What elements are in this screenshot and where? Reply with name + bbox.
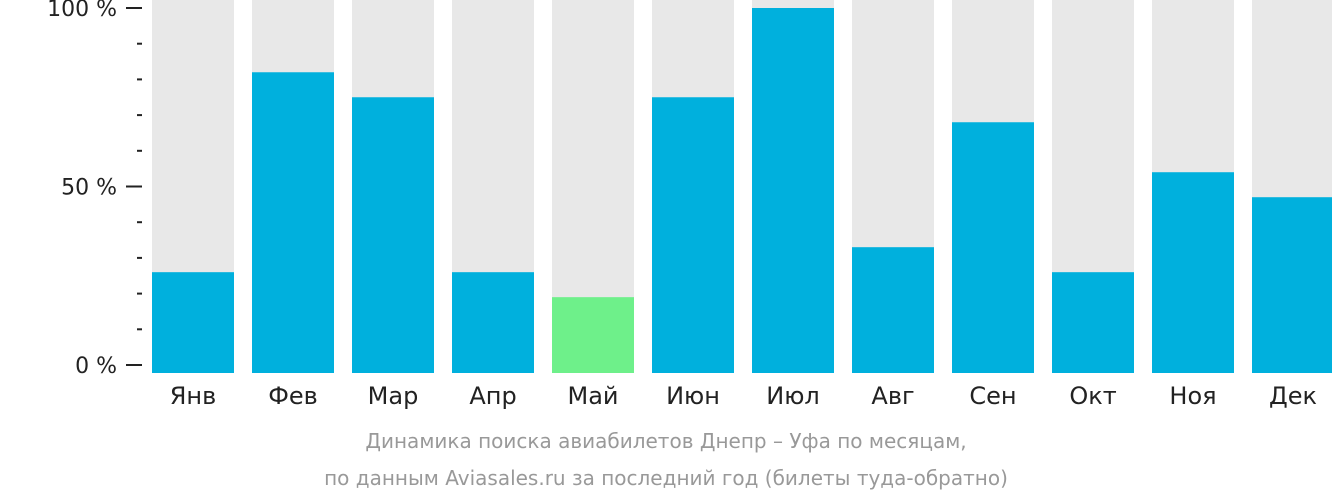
x-tick-label: Июн — [666, 382, 720, 410]
bar — [452, 272, 534, 373]
bar — [252, 72, 334, 373]
bar — [152, 272, 234, 373]
x-axis-labels: Янв Фев Мар Апр Май Июн Июл Авг Сен Окт Ноя Дек — [170, 382, 1317, 410]
x-tick-label: Янв — [170, 382, 217, 410]
x-tick-label: Ноя — [1169, 382, 1216, 410]
x-tick-label: Апр — [469, 382, 516, 410]
x-tick-label: Мар — [368, 382, 419, 410]
bar — [352, 97, 434, 373]
bar — [652, 97, 734, 373]
y-tick-label: 0 % — [75, 354, 117, 379]
bars — [152, 8, 1332, 374]
bar — [952, 122, 1034, 374]
x-tick-label: Сен — [969, 382, 1016, 410]
x-tick-label: Июл — [766, 382, 820, 410]
y-tick-label: 100 % — [47, 0, 117, 22]
bar — [1152, 172, 1234, 373]
bar — [852, 247, 934, 373]
bar — [1252, 197, 1332, 373]
bar — [552, 297, 634, 373]
x-tick-label: Фев — [268, 382, 318, 410]
chart-caption-line-1: Динамика поиска авиабилетов Днепр – Уфа … — [365, 429, 967, 453]
x-tick-label: Дек — [1269, 382, 1317, 410]
chart-caption-line-2: по данным Aviasales.ru за последний год … — [324, 466, 1008, 490]
x-tick-label: Май — [567, 382, 618, 410]
y-tick-label: 50 % — [61, 176, 117, 201]
x-tick-label: Окт — [1069, 382, 1116, 410]
bar — [752, 8, 834, 373]
x-tick-label: Авг — [871, 382, 914, 410]
bar — [1052, 272, 1134, 373]
y-axis: 0 % 50 % 100 % — [47, 0, 142, 379]
